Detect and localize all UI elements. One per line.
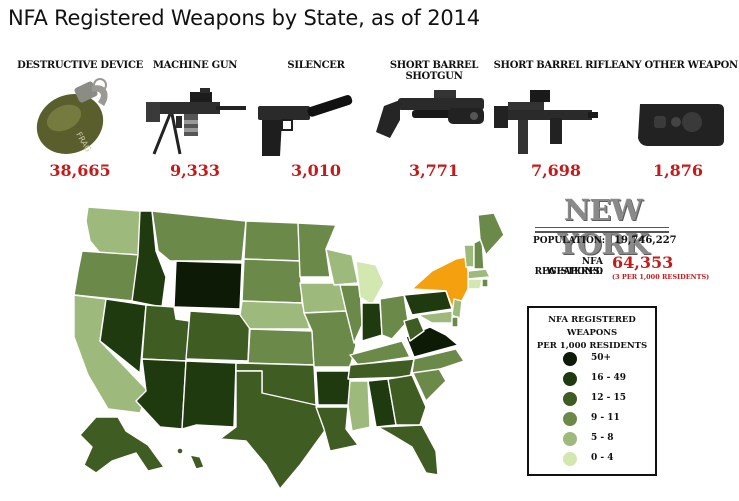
- state-iowa: [299, 282, 347, 314]
- count-any-other-weapon: 1,876: [652, 161, 704, 180]
- legend-swatch: [563, 392, 577, 406]
- state-massachusetts: [467, 268, 491, 280]
- legend-title-line2: PER 1,000 RESIDENTS: [536, 341, 648, 351]
- state-arkansas: [315, 370, 351, 406]
- grenade-icon: FRAG: [36, 78, 108, 154]
- category-label-short-barrel-shotgun: SHORT BARREL SHOTGUN: [389, 60, 479, 82]
- state-maine: [477, 212, 505, 256]
- nfa-label-line2: WEAPONS:: [546, 267, 603, 277]
- legend-label: 16 - 49: [591, 373, 627, 383]
- legend-label: 0 - 4: [591, 453, 614, 463]
- count-machine-gun: 9,333: [169, 161, 221, 180]
- state-washington: [85, 206, 143, 256]
- state-north-carolina: [411, 348, 465, 374]
- divider: [535, 231, 669, 233]
- legend: NFA REGISTERED WEAPONS PER 1,000 RESIDEN…: [527, 306, 657, 476]
- category-label-destructive-device: DESTRUCTIVE DEVICE: [17, 60, 143, 71]
- legend-label: 12 - 15: [591, 393, 627, 403]
- legend-swatch: [563, 352, 577, 366]
- state-south-dakota: [241, 258, 303, 304]
- state-delaware: [451, 316, 459, 328]
- category-label-silencer: SILENCER: [287, 60, 345, 71]
- legend-title-line1: NFA REGISTERED WEAPONS: [548, 315, 636, 338]
- us-state-map: [73, 206, 505, 490]
- state-montana: [151, 210, 247, 262]
- count-destructive-device: 38,665: [49, 161, 111, 180]
- legend-swatch: [563, 432, 577, 446]
- population-value: 19,746,227: [614, 235, 677, 246]
- state-michigan: [355, 260, 385, 306]
- legend-title: NFA REGISTERED WEAPONS PER 1,000 RESIDEN…: [529, 314, 655, 353]
- state-new-mexico: [181, 360, 237, 430]
- legend-label: 50+: [591, 353, 612, 363]
- nfa-note: (3 PER 1,000 RESIDENTS): [612, 273, 710, 281]
- silencer-pistol-icon: [258, 95, 353, 156]
- legend-label: 5 - 8: [591, 433, 614, 443]
- state-minnesota: [297, 222, 337, 278]
- state-utah: [141, 304, 191, 362]
- state-vermont: [463, 244, 475, 268]
- legend-swatch: [563, 412, 577, 426]
- state-georgia: [387, 374, 427, 426]
- state-texas: [219, 370, 327, 490]
- legend-swatch: [563, 372, 577, 386]
- state-florida: [377, 424, 439, 476]
- divider: [535, 227, 669, 228]
- nfa-value: 64,353: [612, 253, 674, 272]
- state-mississippi: [347, 380, 371, 432]
- state-oregon: [73, 250, 141, 302]
- state-indiana: [361, 302, 383, 342]
- state-arizona: [135, 358, 187, 430]
- state-nevada: [99, 298, 147, 374]
- state-rhode-island: [481, 278, 489, 288]
- state-illinois: [339, 284, 363, 344]
- state-hawaii-islet: [176, 447, 184, 455]
- state-colorado: [185, 310, 251, 362]
- state-kansas: [247, 328, 315, 366]
- machine-gun-icon: [146, 88, 246, 155]
- nfa-label-line1: NFA REGISTERED: [534, 257, 603, 277]
- state-north-dakota: [243, 220, 301, 262]
- rifle-icon: [494, 90, 598, 154]
- wallet-gun-icon: [638, 104, 724, 146]
- state-west-virginia: [403, 316, 425, 342]
- state-hawaii: [189, 454, 205, 470]
- state-ohio: [379, 294, 409, 340]
- shotgun-icon: [376, 90, 484, 138]
- state-wisconsin: [325, 248, 359, 286]
- state-pennsylvania: [403, 290, 453, 316]
- category-label-machine-gun: MACHINE GUN: [152, 60, 238, 71]
- state-nebraska: [239, 300, 311, 330]
- page-title: NFA Registered Weapons by State, as of 2…: [8, 6, 480, 30]
- population-label: POPULATION:: [533, 236, 606, 246]
- state-new-jersey: [451, 298, 463, 320]
- count-silencer: 3,010: [290, 161, 342, 180]
- state-kentucky: [349, 340, 411, 366]
- state-alaska: [79, 416, 165, 474]
- count-short-barrel-rifle: 7,698: [530, 161, 582, 180]
- count-short-barrel-shotgun: 3,771: [408, 161, 460, 180]
- category-label-short-barrel-rifle: SHORT BARREL RIFLE: [493, 60, 619, 71]
- category-label-any-other-weapon: ANY OTHER WEAPON: [618, 60, 738, 71]
- legend-label: 9 - 11: [591, 413, 620, 423]
- state-wyoming: [173, 260, 243, 310]
- state-connecticut: [467, 278, 483, 290]
- legend-swatch: [563, 452, 577, 466]
